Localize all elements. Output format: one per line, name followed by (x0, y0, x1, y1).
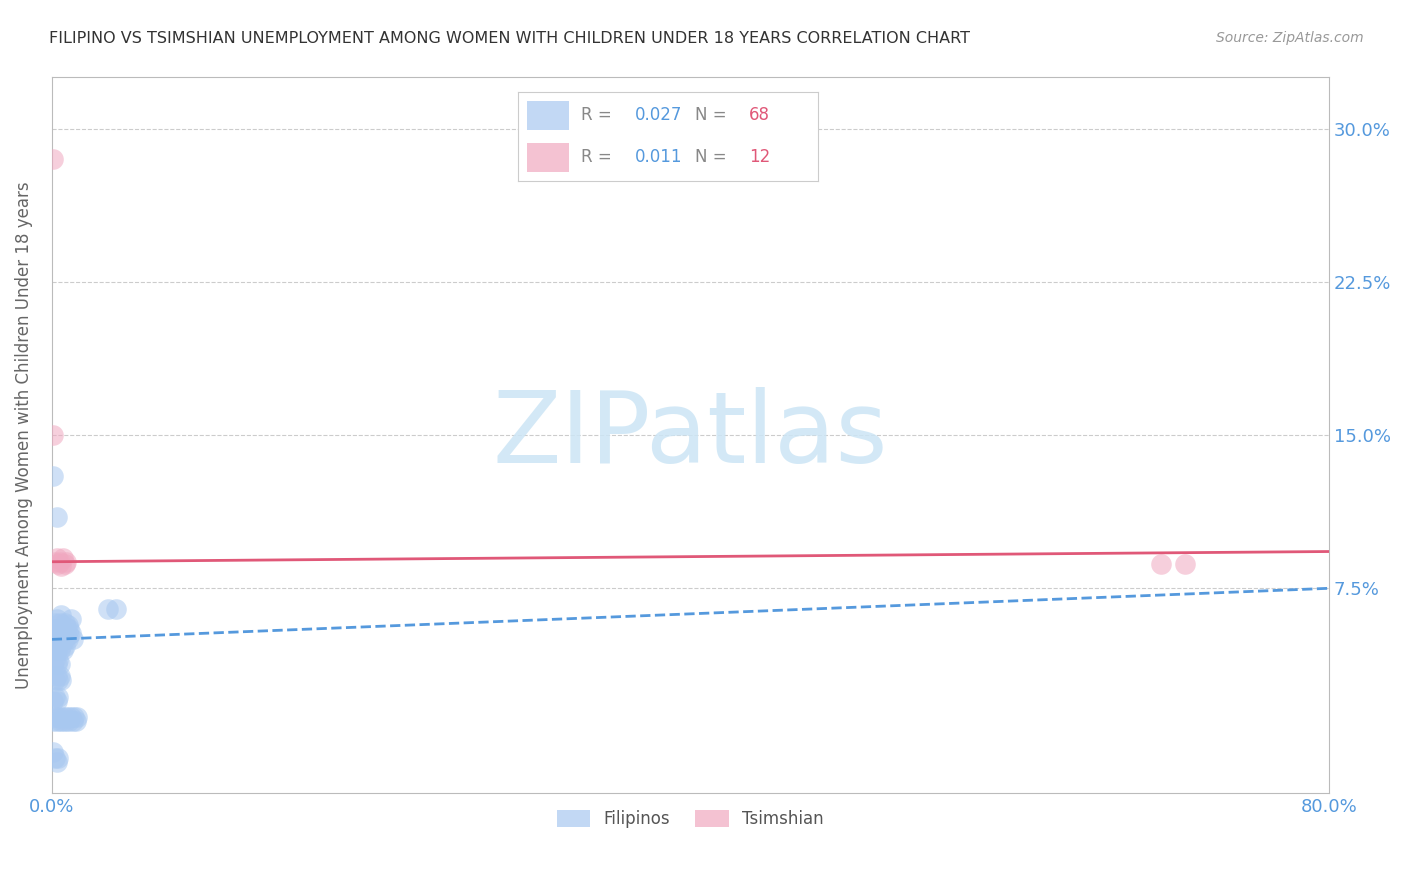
Point (46, 626, 69, 640)
Point (55, 714, 77, 728)
Point (46, 751, 69, 765)
Point (1174, 557, 1197, 571)
Point (45, 642, 67, 657)
Point (48, 555, 70, 569)
Point (48, 669, 70, 683)
Point (56, 710, 79, 724)
Point (45, 694, 67, 708)
Point (48, 657, 70, 671)
Point (56, 618, 79, 632)
Point (46, 673, 69, 688)
Point (42, 152, 65, 166)
Point (42, 428, 65, 442)
Point (62, 632, 84, 647)
Point (46, 710, 69, 724)
Point (51, 558, 73, 573)
Point (56, 632, 79, 647)
Point (58, 622, 80, 636)
Point (44, 653, 66, 667)
Point (63, 710, 86, 724)
Point (45, 509, 67, 524)
Legend: Filipinos, Tsimshian: Filipinos, Tsimshian (550, 803, 830, 834)
Point (52, 714, 75, 728)
Point (44, 615, 66, 630)
Point (42, 657, 65, 671)
Point (45, 657, 67, 671)
Point (51, 607, 73, 622)
Point (42, 745, 65, 759)
Point (51, 639, 73, 653)
Point (51, 628, 73, 642)
Point (42, 469, 65, 483)
Point (42, 714, 65, 728)
Point (55, 620, 77, 634)
Point (46, 622, 69, 636)
Point (58, 628, 80, 642)
Point (45, 714, 67, 728)
Point (52, 550, 75, 565)
Point (65, 714, 87, 728)
Point (46, 557, 69, 571)
Point (59, 710, 82, 724)
Point (51, 710, 73, 724)
Point (44, 710, 66, 724)
Point (53, 710, 76, 724)
Point (44, 673, 66, 688)
Point (48, 714, 70, 728)
Point (53, 557, 76, 571)
Point (97, 601, 120, 615)
Point (45, 669, 67, 683)
Point (42, 622, 65, 636)
Point (59, 626, 82, 640)
Point (46, 639, 69, 653)
Point (48, 632, 70, 647)
Point (42, 694, 65, 708)
Point (46, 653, 69, 667)
Text: FILIPINO VS TSIMSHIAN UNEMPLOYMENT AMONG WOMEN WITH CHILDREN UNDER 18 YEARS CORR: FILIPINO VS TSIMSHIAN UNEMPLOYMENT AMONG… (49, 31, 970, 46)
Point (104, 601, 127, 615)
Point (45, 612, 67, 626)
Point (53, 632, 76, 647)
Point (55, 555, 77, 569)
Text: Source: ZipAtlas.com: Source: ZipAtlas.com (1216, 31, 1364, 45)
Point (45, 550, 67, 565)
Point (62, 714, 84, 728)
Point (66, 710, 89, 724)
Y-axis label: Unemployment Among Women with Children Under 18 years: Unemployment Among Women with Children U… (15, 181, 32, 689)
Point (44, 751, 66, 765)
Point (45, 628, 67, 642)
Point (1150, 557, 1173, 571)
Point (45, 755, 67, 769)
Point (44, 632, 66, 647)
Point (52, 642, 75, 657)
Point (59, 612, 82, 626)
Point (46, 690, 69, 704)
Point (52, 622, 75, 636)
Point (53, 639, 76, 653)
Point (51, 673, 73, 688)
Point (48, 615, 70, 630)
Text: ZIPatlas: ZIPatlas (492, 386, 889, 483)
Point (58, 714, 80, 728)
Point (53, 615, 76, 630)
Point (44, 690, 66, 704)
Point (52, 626, 75, 640)
Point (48, 642, 70, 657)
Point (44, 555, 66, 569)
Point (55, 628, 77, 642)
